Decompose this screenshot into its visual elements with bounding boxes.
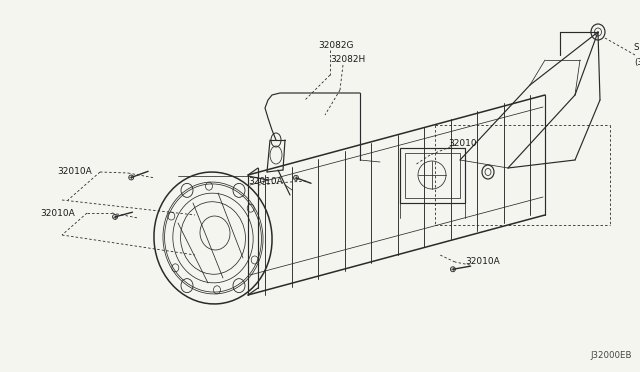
Ellipse shape	[113, 214, 118, 219]
Text: 32082G: 32082G	[318, 41, 353, 49]
Text: J32000EB: J32000EB	[591, 351, 632, 360]
Text: 32010: 32010	[448, 138, 477, 148]
Text: (32868): (32868)	[634, 58, 640, 67]
Ellipse shape	[129, 175, 134, 180]
Text: 32082H: 32082H	[330, 55, 365, 64]
Text: 32010A: 32010A	[57, 167, 92, 176]
Text: 32010A: 32010A	[248, 177, 283, 186]
Text: 32010A: 32010A	[40, 208, 75, 218]
Ellipse shape	[294, 175, 298, 180]
Text: SEC. 328: SEC. 328	[634, 42, 640, 51]
Ellipse shape	[451, 267, 456, 272]
Text: 32010A: 32010A	[465, 257, 500, 266]
